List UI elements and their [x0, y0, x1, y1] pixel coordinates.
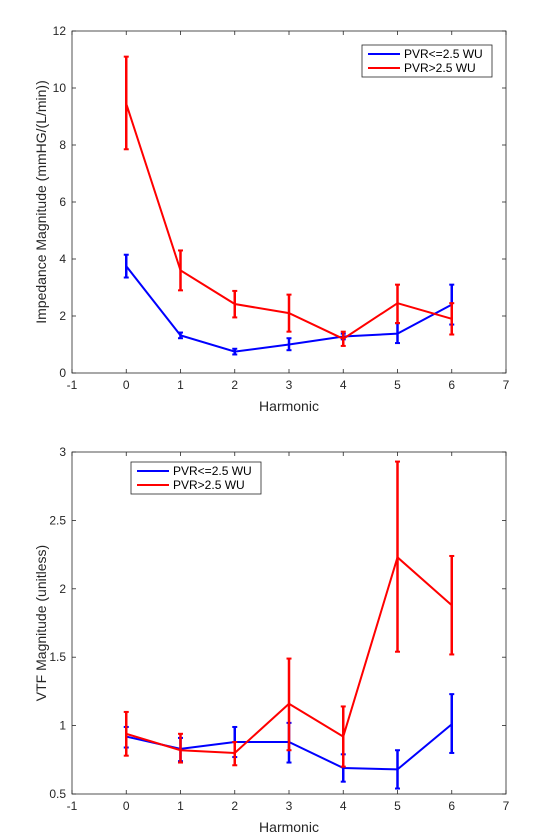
- legend-box: [130, 461, 262, 495]
- x-axis-label: Harmonic: [259, 819, 319, 835]
- x-tick-label: 7: [503, 799, 510, 813]
- x-tick-label: 1: [177, 378, 184, 392]
- y-tick-label: 6: [59, 195, 66, 209]
- legend-entry: PVR>2.5 WU: [404, 61, 476, 75]
- x-tick-label: -1: [67, 378, 78, 392]
- error-bar: [395, 283, 400, 325]
- y-tick-label: 4: [59, 252, 66, 266]
- legend-entry: PVR<=2.5 WU: [173, 464, 252, 478]
- error-bar: [178, 331, 183, 340]
- error-bar: [232, 289, 238, 319]
- legend-entry: PVR<=2.5 WU: [404, 47, 483, 61]
- y-tick-label: 0.5: [49, 787, 66, 801]
- x-tick-label: 5: [394, 799, 401, 813]
- x-tick-label: 5: [394, 378, 401, 392]
- error-bar: [123, 710, 129, 757]
- y-tick-label: 1.5: [49, 650, 66, 664]
- x-tick-label: 3: [286, 378, 293, 392]
- x-tick-label: 1: [177, 799, 184, 813]
- x-axis-label: Harmonic: [259, 398, 319, 414]
- legend-entry: PVR>2.5 WU: [173, 478, 245, 492]
- y-tick-label: 2: [59, 309, 66, 323]
- error-bar: [449, 554, 455, 656]
- error-bar: [178, 732, 183, 764]
- error-bar: [232, 741, 238, 767]
- x-tick-label: 6: [448, 799, 455, 813]
- error-bar: [286, 337, 292, 352]
- error-bar: [232, 347, 238, 356]
- x-tick-label: 2: [231, 799, 238, 813]
- y-tick-label: 0: [59, 366, 66, 380]
- error-bar: [395, 460, 400, 653]
- y-tick-label: 2.5: [49, 513, 66, 527]
- error-bar: [123, 253, 129, 279]
- y-axis-label: Impedance Magnitude (mmHG/(L/min)): [33, 80, 49, 324]
- y-tick-label: 2: [59, 582, 66, 596]
- y-tick-label: 12: [53, 24, 67, 38]
- error-bar: [178, 249, 183, 292]
- error-bar: [340, 705, 346, 768]
- x-tick-label: 4: [340, 799, 347, 813]
- y-tick-label: 1: [59, 719, 66, 733]
- error-bar: [286, 657, 292, 752]
- y-tick-label: 3: [59, 445, 66, 459]
- x-tick-label: 0: [123, 799, 130, 813]
- y-tick-label: 10: [53, 81, 67, 95]
- y-tick-label: 8: [59, 138, 66, 152]
- error-bar: [449, 302, 455, 336]
- x-tick-label: 7: [503, 378, 510, 392]
- error-bar: [340, 330, 346, 347]
- series-2: [123, 55, 455, 347]
- x-tick-label: 2: [231, 378, 238, 392]
- error-bar: [449, 693, 455, 754]
- x-tick-label: 0: [123, 378, 130, 392]
- chart-2: -1 0 1 2 3 4 5 6 7 0.5 1 1.5 2 2.5 3 Harmonic VTF Magnit…: [33, 445, 510, 835]
- error-bar: [395, 749, 400, 790]
- legend-box: [361, 44, 493, 78]
- x-tick-label: 6: [448, 378, 455, 392]
- y-axis-label: VTF Magnitude (unitless): [33, 545, 49, 701]
- x-tick-label: 4: [340, 378, 347, 392]
- series-2: [123, 460, 455, 768]
- error-bar: [286, 293, 292, 333]
- error-bar: [123, 55, 129, 151]
- x-tick-label: 3: [286, 799, 293, 813]
- x-tick-label: -1: [67, 799, 78, 813]
